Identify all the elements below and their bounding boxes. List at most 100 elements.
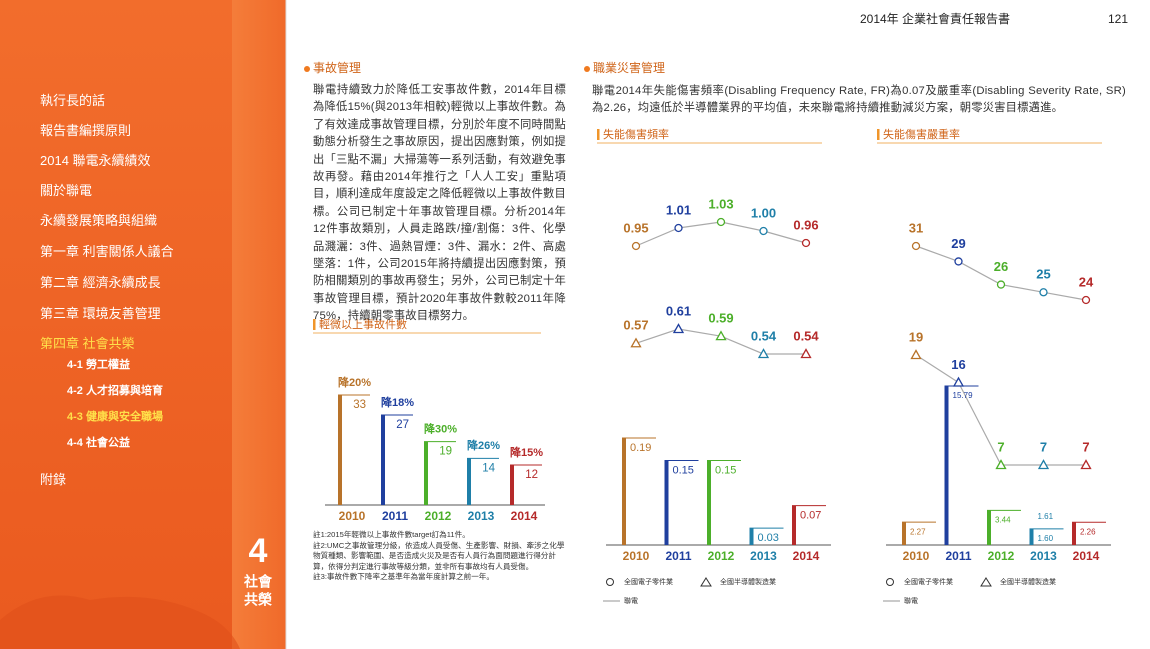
bar (944, 386, 949, 545)
sidebar (0, 0, 232, 649)
point (911, 241, 921, 251)
bar (1029, 528, 1034, 545)
bar-value: 0.19 (630, 442, 651, 454)
chart-subtitle: 輕微以上事故件數 (319, 317, 407, 331)
bar-value: 33 (353, 399, 366, 411)
chart-subtitle: 失能傷害頻率 (603, 127, 669, 141)
menu-item: 執行長的話 (40, 93, 106, 108)
bar (707, 460, 711, 545)
point (715, 330, 727, 341)
point (910, 349, 922, 360)
subtitle-marker (313, 319, 316, 330)
point (1080, 459, 1092, 470)
year-label: 2013 (468, 509, 495, 523)
point-value: 0.54 (793, 328, 819, 343)
point-value: 7 (997, 439, 1004, 454)
bar-value: 2.27 (910, 527, 926, 536)
year-label: 2011 (382, 509, 408, 523)
menu-item: 2014 聯電永續績效 (40, 153, 151, 168)
bar (467, 458, 471, 505)
legend-symbol (700, 577, 712, 587)
submenu-item: 4-1 勞工權益 (67, 359, 130, 371)
bar-value: 19 (439, 446, 452, 458)
chapter-title: 社會 (243, 574, 273, 590)
bar (902, 522, 906, 545)
chart-subtitle: 失能傷害嚴重率 (883, 127, 960, 141)
point (631, 241, 641, 251)
point-value: 25 (1036, 267, 1050, 282)
chapter-title: 共榮 (244, 592, 272, 608)
legend-label: 全國半導體製造業 (720, 577, 776, 586)
point-value: 1.00 (751, 205, 776, 220)
year-label: 2014 (511, 509, 538, 523)
legend-symbol (980, 577, 992, 587)
legend-label: 聯電 (624, 596, 638, 605)
change-label: 降18% (381, 395, 414, 409)
change-label: 降30% (424, 422, 457, 436)
chapter-number: 4 (249, 532, 268, 570)
bar (1072, 522, 1076, 545)
section-title: 事故管理 (313, 60, 361, 75)
point (995, 459, 1007, 470)
bar (338, 395, 342, 505)
bar-value: 0.15 (715, 464, 736, 476)
point-value: 29 (951, 236, 965, 251)
point (801, 238, 811, 248)
subtitle-marker (877, 129, 880, 140)
legend-label: 全國電子零件業 (904, 577, 953, 586)
annotation: 1.61 (1038, 512, 1054, 521)
point (716, 217, 726, 227)
body-text: 聯電持續致力於降低工安事故件數，2014年目標為降低15%(與2013年相較)輕… (313, 84, 566, 323)
bar-value: 3.44 (995, 515, 1011, 524)
point (1037, 459, 1050, 470)
bar-value: 2.26 (1080, 527, 1096, 536)
note: 註1:2015年輕微以上事故件數target訂為11件。 (313, 530, 470, 539)
year-label: 2012 (988, 549, 1015, 563)
point-value: 19 (909, 329, 923, 344)
bar (424, 441, 428, 505)
menu-item: 關於聯電 (40, 183, 93, 198)
bar-value: 0.07 (800, 509, 821, 521)
point-value: 0.59 (708, 311, 733, 326)
point-value: 24 (1079, 274, 1094, 289)
bar (987, 510, 991, 545)
section-title: 職業災害管理 (593, 60, 665, 75)
point-value: 31 (909, 220, 923, 235)
report-title: 2014年 企業社會責任報告書 (860, 11, 1010, 26)
bullet (304, 66, 310, 72)
submenu-item: 4-3 健康與安全職場 (67, 411, 163, 423)
point-value: 0.96 (793, 217, 818, 232)
point (672, 323, 685, 334)
year-label: 2012 (708, 549, 735, 563)
menu-item: 第四章 社會共榮 (40, 336, 135, 351)
bar (622, 438, 626, 545)
legend-symbol (606, 578, 614, 586)
change-label: 降20% (338, 375, 371, 389)
year-label: 2011 (665, 549, 691, 563)
point-value: 16 (951, 357, 965, 372)
point (954, 257, 963, 266)
point (759, 226, 768, 236)
menu-item: 附錄 (40, 472, 67, 487)
year-label: 2010 (339, 509, 366, 523)
point (630, 337, 642, 348)
bar-value: 12 (525, 469, 538, 481)
bar (381, 415, 385, 505)
legend-symbol (886, 578, 894, 586)
menu-item: 第二章 經濟永續成長 (40, 275, 161, 290)
point-value: 1.01 (666, 202, 691, 217)
bar-value: 0.15 (673, 464, 694, 476)
point-value: 0.95 (623, 220, 648, 235)
year-label: 2010 (623, 549, 650, 563)
page-number: 121 (1108, 12, 1128, 26)
bar-value: 27 (396, 419, 409, 431)
bullet (584, 66, 590, 72)
point-value: 1.03 (708, 196, 733, 211)
legend-label: 全國電子零件業 (624, 577, 673, 586)
bar (749, 528, 754, 545)
bar-value: 0.03 (758, 532, 779, 544)
point (757, 348, 770, 359)
change-label: 降26% (467, 438, 500, 452)
note: 註3:事故件數下降率之基準年為當年度計算之前一年。 (313, 572, 494, 581)
